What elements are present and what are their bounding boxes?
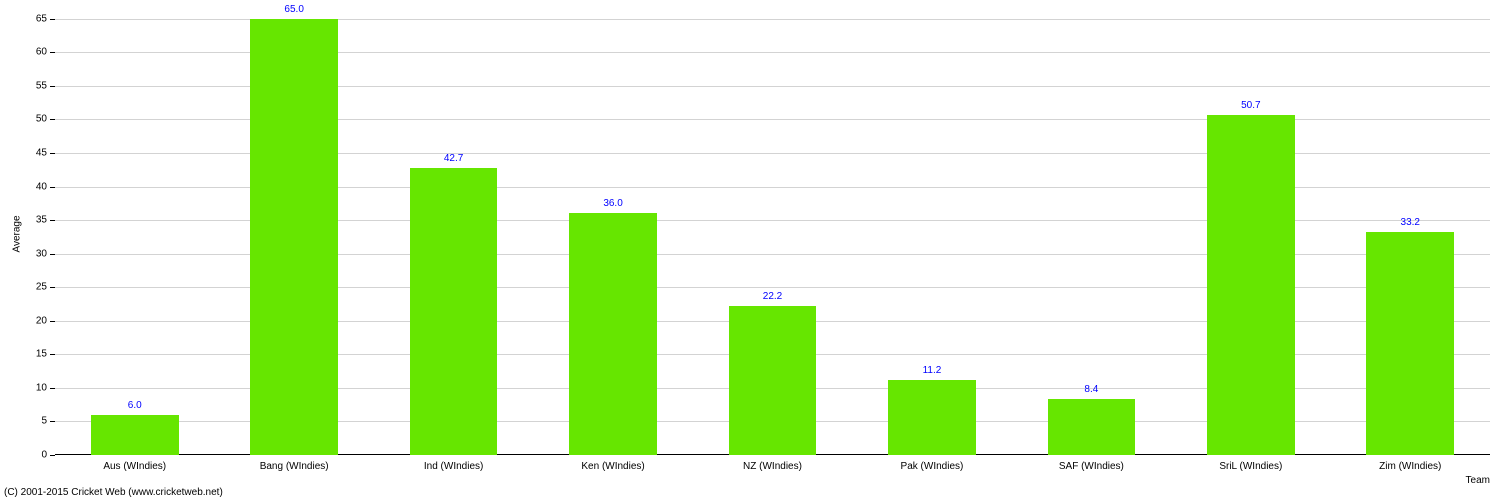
plot-area: 051015202530354045505560656.0Aus (WIndie… xyxy=(55,12,1490,455)
y-tick-label: 35 xyxy=(36,215,55,226)
bar xyxy=(250,19,338,455)
y-tick-label: 15 xyxy=(36,349,55,360)
y-axis-title: Average xyxy=(12,215,23,252)
x-axis-title: Team xyxy=(1466,475,1490,486)
y-tick-label: 60 xyxy=(36,47,55,58)
x-tick-label: Bang (WIndies) xyxy=(260,455,329,472)
y-tick-label: 65 xyxy=(36,13,55,24)
bar xyxy=(410,168,498,455)
bar xyxy=(91,415,179,455)
y-tick-label: 10 xyxy=(36,382,55,393)
x-tick-label: Aus (WIndies) xyxy=(103,455,166,472)
chart-container: 0 5 10 15 20 25 30 35 40 45 50 55 60 65 6.0 Aus (WIndie… xyxy=(0,0,1500,500)
bar xyxy=(569,213,657,455)
bar xyxy=(1048,399,1136,455)
y-tick-label: 0 xyxy=(41,450,55,461)
bar-value-label: 65.0 xyxy=(284,4,303,19)
bar-value-label: 36.0 xyxy=(603,198,622,213)
bar-value-label: 42.7 xyxy=(444,153,463,168)
y-tick-label: 40 xyxy=(36,181,55,192)
bar-value-label: 11.2 xyxy=(923,365,942,380)
bar-value-label: 33.2 xyxy=(1401,217,1420,232)
bar-value-label: 8.4 xyxy=(1084,384,1098,399)
bar xyxy=(1207,115,1295,455)
y-tick-label: 55 xyxy=(36,80,55,91)
copyright-text: (C) 2001-2015 Cricket Web (www.cricketwe… xyxy=(4,487,223,498)
y-tick-label: 25 xyxy=(36,282,55,293)
bar-value-label: 50.7 xyxy=(1241,100,1260,115)
x-tick-label: NZ (WIndies) xyxy=(743,455,802,472)
x-tick-label: Zim (WIndies) xyxy=(1379,455,1441,472)
bar xyxy=(888,380,976,455)
y-tick-label: 20 xyxy=(36,315,55,326)
y-tick-label: 30 xyxy=(36,248,55,259)
bar xyxy=(729,306,817,455)
x-tick-label: SAF (WIndies) xyxy=(1059,455,1124,472)
x-tick-label: Ken (WIndies) xyxy=(581,455,644,472)
bar xyxy=(1366,232,1454,455)
x-tick-label: SriL (WIndies) xyxy=(1219,455,1282,472)
bar-value-label: 6.0 xyxy=(128,400,142,415)
x-tick-label: Pak (WIndies) xyxy=(901,455,964,472)
x-tick-label: Ind (WIndies) xyxy=(424,455,483,472)
y-tick-label: 45 xyxy=(36,147,55,158)
y-tick-label: 5 xyxy=(41,416,55,427)
y-tick-label: 50 xyxy=(36,114,55,125)
bar-value-label: 22.2 xyxy=(763,291,782,306)
